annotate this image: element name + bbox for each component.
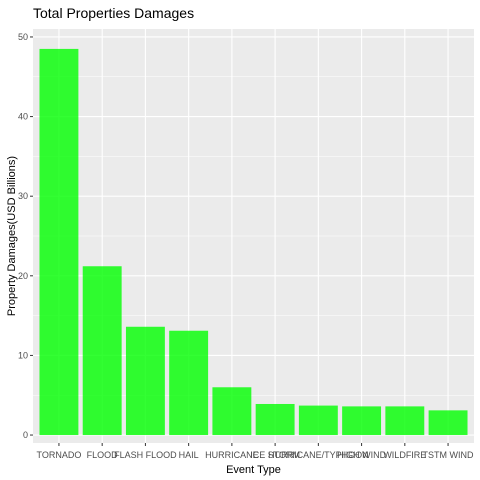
y-axis: 0 10 20 30 40 50 — [18, 32, 33, 440]
bar — [82, 266, 122, 436]
bar — [342, 406, 382, 436]
x-tick-label: TSTM WIND — [423, 450, 474, 460]
y-axis-title: Property Damages(USD Billions) — [6, 156, 18, 316]
x-tick-label: FLOOD — [87, 450, 119, 460]
x-axis-title: Event Type — [226, 464, 281, 476]
y-tick-label: 30 — [18, 191, 28, 201]
y-tick-label: 10 — [18, 350, 28, 360]
y-tick-label: 0 — [23, 430, 28, 440]
chart-title: Total Properties Damages — [33, 5, 194, 21]
x-tick-label: HAIL — [179, 450, 199, 460]
bar — [169, 330, 209, 436]
x-tick-label: WILDFIRE — [383, 450, 426, 460]
y-tick-label: 50 — [18, 32, 28, 42]
y-tick-label: 20 — [18, 271, 28, 281]
bar — [212, 387, 252, 436]
x-tick-label: HIGH WIND — [337, 450, 386, 460]
bar — [298, 405, 338, 436]
bar — [255, 403, 295, 436]
x-tick-label: ICE STORM — [250, 450, 300, 460]
x-tick-label: HURRICANE — [205, 450, 259, 460]
bar — [385, 406, 425, 436]
x-tick-label: HURRICANE/TYPHOON — [268, 450, 369, 460]
bars — [39, 48, 468, 436]
bar — [39, 48, 79, 436]
x-tick-label: TORNADO — [37, 450, 82, 460]
bar — [125, 326, 165, 436]
x-tick-label: FLASH FLOOD — [114, 450, 177, 460]
y-tick-label: 40 — [18, 112, 28, 122]
bar — [428, 410, 468, 436]
